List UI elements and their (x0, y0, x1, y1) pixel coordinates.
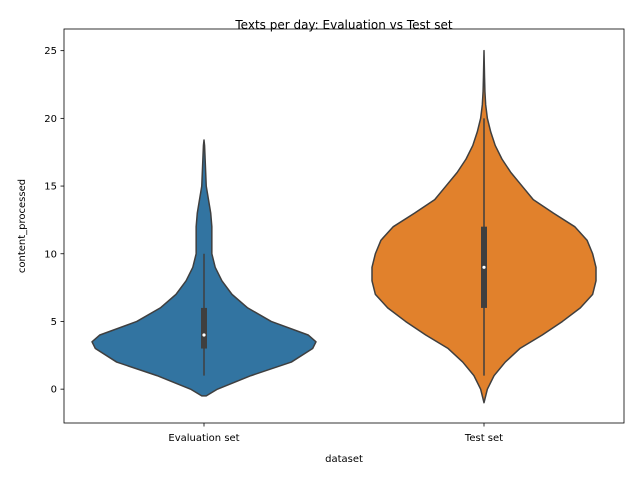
y-tick-label: 10 (44, 249, 57, 260)
y-tick-label: 20 (44, 114, 57, 125)
x-tick-label: Evaluation set (168, 433, 239, 444)
violins-layer (91, 49, 597, 404)
x-tick-label: Test set (464, 433, 503, 444)
y-tick-label: 5 (51, 317, 57, 328)
violin-median-dot (202, 333, 206, 337)
y-tick-label: 0 (51, 385, 57, 396)
y-tick-label: 15 (44, 182, 57, 193)
violin-median-dot (482, 265, 486, 269)
y-tick-label: 25 (44, 46, 57, 57)
y-axis-label: content_processed (17, 179, 28, 273)
chart-title: Texts per day: Evaluation vs Test set (234, 18, 453, 32)
x-axis: Evaluation set Test set (168, 423, 503, 444)
x-axis-label: dataset (325, 454, 363, 465)
y-axis: 0 5 10 15 20 25 (44, 46, 64, 396)
violin-iqr-box (201, 307, 207, 349)
plot-frame (63, 28, 625, 424)
